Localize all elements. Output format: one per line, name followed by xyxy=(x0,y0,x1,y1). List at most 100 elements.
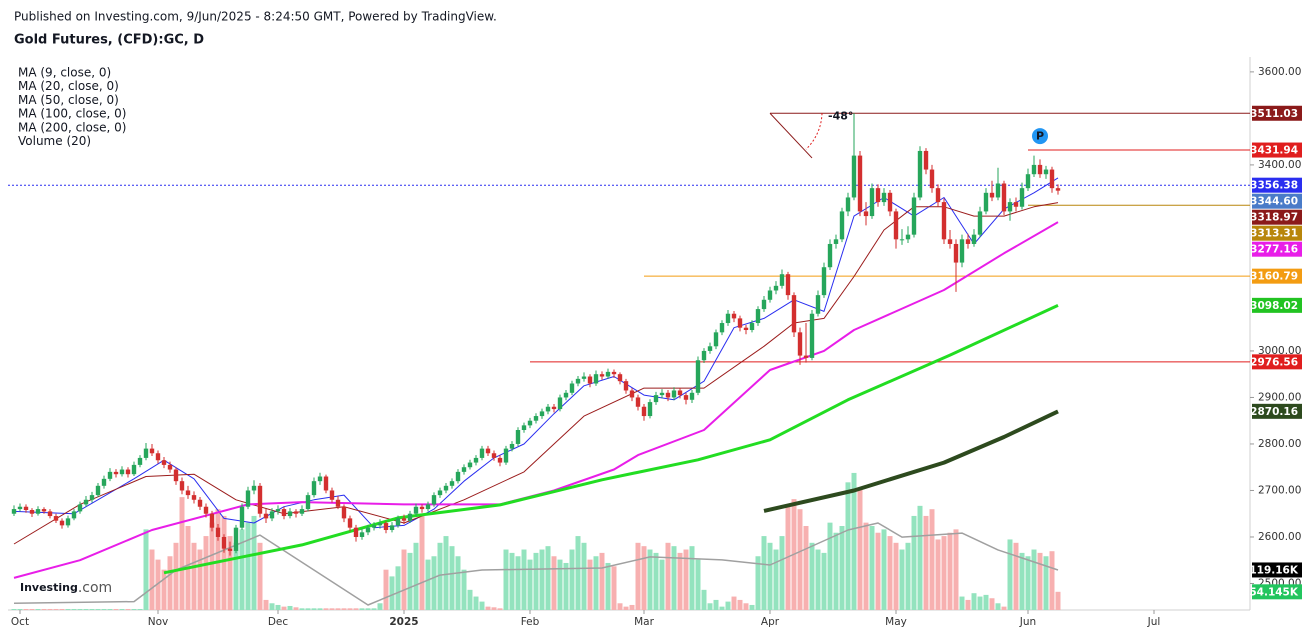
volume-bar xyxy=(311,608,317,610)
volume-bar xyxy=(1019,552,1025,610)
volume-bar xyxy=(701,589,707,610)
y-tick-label: 3400.00 xyxy=(1258,159,1301,171)
volume-bar xyxy=(875,532,881,610)
candle-body xyxy=(197,499,203,507)
volume-bar xyxy=(23,608,29,610)
volume-bar xyxy=(413,542,419,610)
candle-body xyxy=(257,485,263,514)
volume-bar xyxy=(551,556,557,610)
volume-bar xyxy=(359,608,365,610)
price-label xyxy=(1252,142,1302,158)
candle-body xyxy=(641,406,647,417)
candle-body xyxy=(515,430,521,444)
x-tick-label: 2025 xyxy=(389,616,418,628)
volume-bar xyxy=(143,529,149,610)
legend-entry: MA (100, close, 0) xyxy=(18,107,126,121)
candle-body xyxy=(557,397,563,410)
candle-body xyxy=(821,267,827,296)
volume-bar xyxy=(515,556,521,610)
candle-body xyxy=(989,192,995,198)
candle-body xyxy=(107,471,113,479)
price-label-label: 3098.02 xyxy=(1250,300,1298,312)
candle-body xyxy=(929,169,935,189)
volume-bar xyxy=(929,509,935,610)
price-label-label: 3318.97 xyxy=(1250,212,1298,224)
candle-body xyxy=(1007,202,1013,212)
candle-body xyxy=(971,234,977,244)
volume-bar xyxy=(899,549,905,610)
candle-body xyxy=(773,285,779,291)
candle-body xyxy=(707,346,713,351)
volume-bar xyxy=(59,608,65,610)
candle-body xyxy=(473,457,479,463)
candle-body xyxy=(947,239,953,244)
candle-body xyxy=(719,323,725,333)
candle-body xyxy=(839,211,845,240)
volume-bar xyxy=(653,552,659,610)
candle-body xyxy=(887,192,893,212)
moving-average-line xyxy=(763,409,1059,513)
volume-bar xyxy=(101,608,107,610)
volume-bar xyxy=(365,608,371,610)
candle-body xyxy=(653,395,659,403)
candle-body xyxy=(509,443,515,449)
volume-bar xyxy=(65,608,71,610)
x-tick-label: Jul xyxy=(1147,616,1161,628)
volume-bar xyxy=(425,559,431,610)
candle-body xyxy=(671,390,677,398)
volume-bar xyxy=(341,608,347,610)
candle-body xyxy=(113,471,119,475)
candle-body xyxy=(137,457,143,465)
price-label-label: 3160.79 xyxy=(1250,271,1298,283)
candle-body xyxy=(245,490,251,507)
candle-body xyxy=(959,239,965,263)
candle-body xyxy=(539,411,545,417)
candle-body xyxy=(527,420,533,426)
x-tick-label: Dec xyxy=(268,616,289,628)
candle-body xyxy=(293,511,299,514)
candle-body xyxy=(917,150,923,198)
volume-bar xyxy=(323,608,329,610)
volume-bar xyxy=(707,603,713,610)
candle-body xyxy=(149,448,155,454)
candle-body xyxy=(941,202,947,240)
legend-entry: MA (50, close, 0) xyxy=(18,93,119,107)
candle-body xyxy=(1019,188,1025,207)
volume-bar xyxy=(1007,539,1013,610)
candle-body xyxy=(287,511,293,517)
angle-line xyxy=(769,112,813,159)
x-tick-label: Jun xyxy=(1019,616,1036,628)
volume-bar xyxy=(293,607,299,610)
volume-bar xyxy=(485,606,491,610)
volume-bar xyxy=(257,542,263,610)
volume-bar xyxy=(335,608,341,610)
candle-body xyxy=(683,395,689,400)
candle-body xyxy=(251,485,257,491)
candle-body xyxy=(191,495,197,500)
volume-bar xyxy=(287,605,293,610)
candle-body xyxy=(761,299,767,310)
volume-bar xyxy=(797,509,803,610)
volume-bar xyxy=(593,556,599,610)
candle-body xyxy=(365,527,371,533)
candle-body xyxy=(425,504,431,510)
volume-bar xyxy=(173,542,179,610)
volume-bar xyxy=(911,515,917,610)
volume-bar xyxy=(977,596,983,610)
price-label-label: 3344.60 xyxy=(1250,196,1298,208)
price-label xyxy=(1252,297,1302,313)
candle-body xyxy=(497,457,503,463)
volume-bar xyxy=(305,608,311,610)
candle-body xyxy=(593,374,599,384)
candle-body xyxy=(767,290,773,300)
volume-bar xyxy=(1049,551,1055,610)
volume-bar xyxy=(803,526,809,610)
volume-bar xyxy=(11,608,17,610)
volume-bar xyxy=(443,536,449,610)
candle-body xyxy=(605,371,611,377)
price-label-label: 3431.94 xyxy=(1250,145,1298,157)
price-label xyxy=(1252,403,1302,419)
volume-bar xyxy=(1055,591,1061,610)
candle-body xyxy=(749,323,755,331)
volume-bar xyxy=(149,549,155,610)
